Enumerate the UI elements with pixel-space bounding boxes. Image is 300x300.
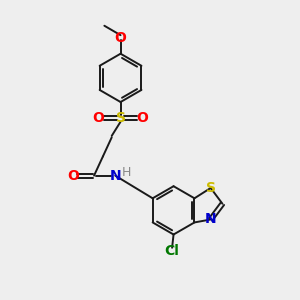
Text: N: N xyxy=(110,169,121,183)
Text: S: S xyxy=(206,181,216,195)
Text: O: O xyxy=(92,111,104,125)
Text: S: S xyxy=(116,111,126,125)
Text: H: H xyxy=(122,166,131,179)
Text: N: N xyxy=(205,212,217,226)
Text: O: O xyxy=(137,111,148,125)
Text: O: O xyxy=(115,31,127,44)
Text: O: O xyxy=(68,169,80,183)
Text: Cl: Cl xyxy=(165,244,179,258)
